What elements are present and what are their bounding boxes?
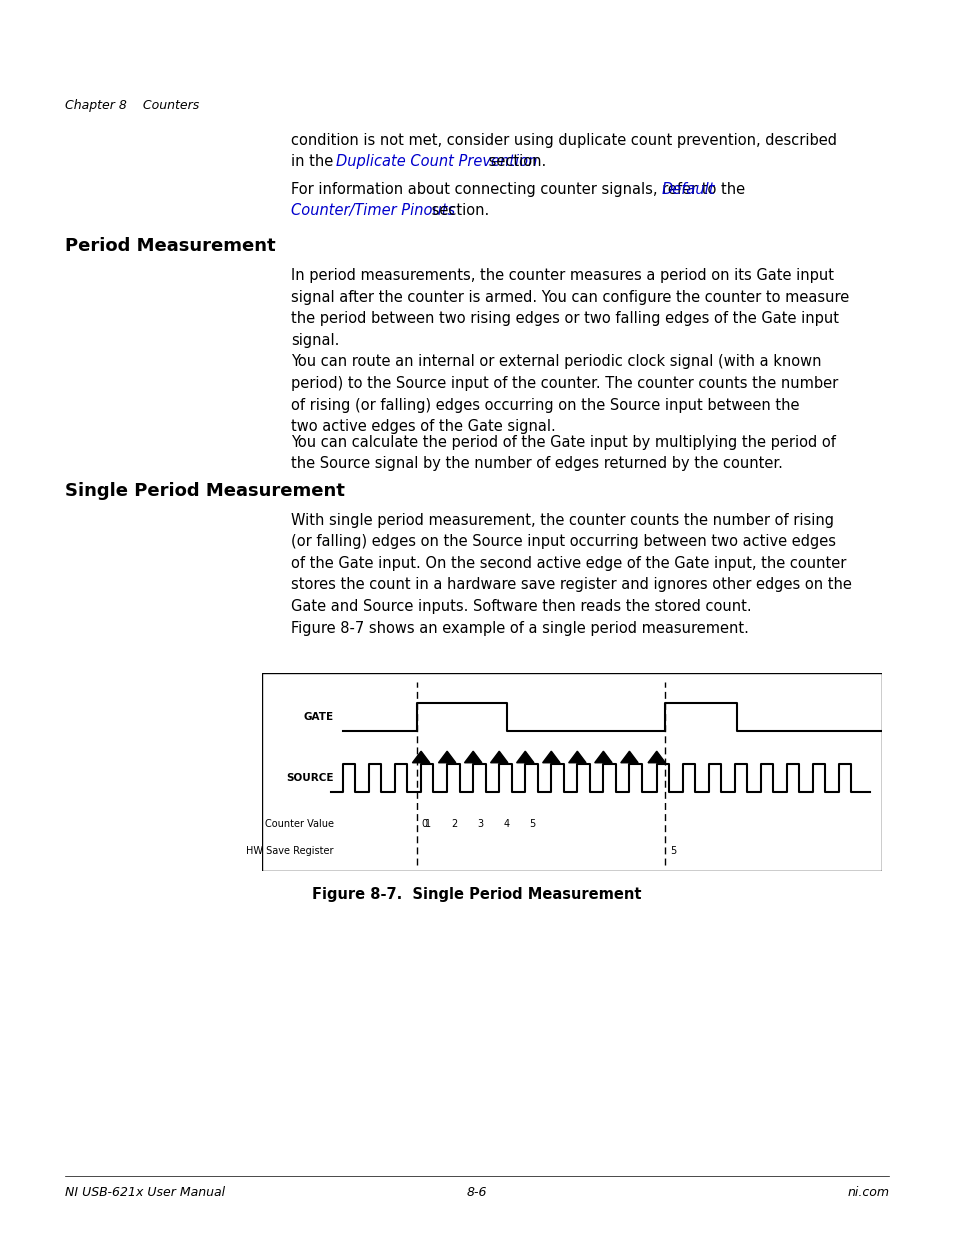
- Text: two active edges of the Gate signal.: two active edges of the Gate signal.: [291, 420, 556, 435]
- Text: In period measurements, the counter measures a period on its Gate input: In period measurements, the counter meas…: [291, 268, 833, 283]
- Text: With single period measurement, the counter counts the number of rising: With single period measurement, the coun…: [291, 513, 833, 527]
- Text: of rising (or falling) edges occurring on the Source input between the: of rising (or falling) edges occurring o…: [291, 398, 799, 412]
- Polygon shape: [490, 751, 507, 763]
- Text: stores the count in a hardware save register and ignores other edges on the: stores the count in a hardware save regi…: [291, 578, 851, 593]
- Text: condition is not met, consider using duplicate count prevention, described: condition is not met, consider using dup…: [291, 133, 836, 148]
- Text: SOURCE: SOURCE: [286, 773, 334, 783]
- Text: 3: 3: [477, 819, 483, 829]
- Text: 0: 0: [421, 819, 427, 829]
- Text: signal.: signal.: [291, 332, 339, 348]
- Text: For information about connecting counter signals, refer to the: For information about connecting counter…: [291, 182, 749, 196]
- Text: ni.com: ni.com: [846, 1186, 888, 1199]
- Text: of the Gate input. On the second active edge of the Gate input, the counter: of the Gate input. On the second active …: [291, 556, 845, 571]
- Polygon shape: [516, 751, 534, 763]
- Polygon shape: [412, 751, 429, 763]
- Text: Duplicate Count Prevention: Duplicate Count Prevention: [335, 154, 537, 169]
- Text: GATE: GATE: [303, 713, 334, 722]
- Text: 5: 5: [529, 819, 536, 829]
- Text: 8-6: 8-6: [466, 1186, 487, 1199]
- Text: in the: in the: [291, 154, 337, 169]
- Text: period) to the Source input of the counter. The counter counts the number: period) to the Source input of the count…: [291, 375, 838, 391]
- Text: the period between two rising edges or two falling edges of the Gate input: the period between two rising edges or t…: [291, 311, 838, 326]
- Text: Counter/Timer Pinouts: Counter/Timer Pinouts: [291, 203, 455, 217]
- Text: the Source signal by the number of edges returned by the counter.: the Source signal by the number of edges…: [291, 457, 782, 472]
- Text: section.: section.: [483, 154, 545, 169]
- Text: Gate and Source inputs. Software then reads the stored count.: Gate and Source inputs. Software then re…: [291, 599, 751, 614]
- Polygon shape: [594, 751, 612, 763]
- Text: signal after the counter is armed. You can configure the counter to measure: signal after the counter is armed. You c…: [291, 290, 848, 305]
- Polygon shape: [647, 751, 665, 763]
- Text: 4: 4: [503, 819, 509, 829]
- Text: Figure 8-7.  Single Period Measurement: Figure 8-7. Single Period Measurement: [312, 887, 641, 902]
- Text: Counter Value: Counter Value: [264, 819, 334, 829]
- Text: Default: Default: [660, 182, 714, 196]
- Text: Period Measurement: Period Measurement: [65, 237, 275, 256]
- Text: (or falling) edges on the Source input occurring between two active edges: (or falling) edges on the Source input o…: [291, 535, 835, 550]
- Polygon shape: [464, 751, 481, 763]
- Text: 5: 5: [669, 846, 676, 856]
- Polygon shape: [568, 751, 585, 763]
- Text: Chapter 8    Counters: Chapter 8 Counters: [65, 99, 199, 112]
- Text: 2: 2: [451, 819, 457, 829]
- Text: You can route an internal or external periodic clock signal (with a known: You can route an internal or external pe…: [291, 354, 821, 369]
- Text: Figure 8-7 shows an example of a single period measurement.: Figure 8-7 shows an example of a single …: [291, 621, 748, 636]
- Polygon shape: [620, 751, 638, 763]
- Polygon shape: [438, 751, 456, 763]
- Polygon shape: [542, 751, 559, 763]
- Text: You can calculate the period of the Gate input by multiplying the period of: You can calculate the period of the Gate…: [291, 435, 835, 450]
- Text: Single Period Measurement: Single Period Measurement: [65, 482, 344, 500]
- Text: 1: 1: [425, 819, 431, 829]
- Text: section.: section.: [427, 203, 489, 217]
- Text: HW Save Register: HW Save Register: [246, 846, 334, 856]
- Text: NI USB-621x User Manual: NI USB-621x User Manual: [65, 1186, 225, 1199]
